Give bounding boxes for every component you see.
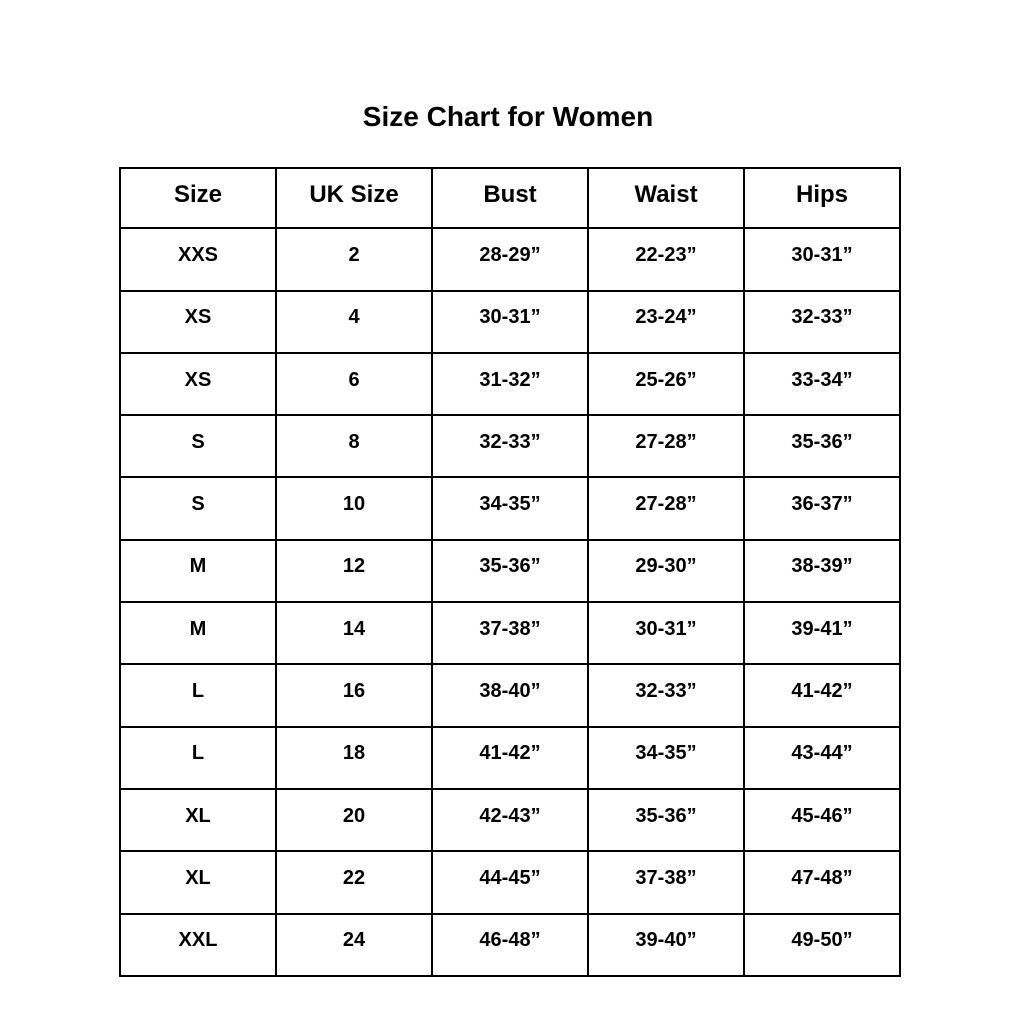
table-row: XS 6 31-32” 25-26” 33-34”	[119, 351, 901, 417]
table-row: M 12 35-36” 29-30” 38-39”	[119, 538, 901, 604]
table-cell: 14	[275, 601, 433, 666]
table-cell: 36-37”	[743, 476, 901, 541]
table-cell: 16	[275, 663, 433, 728]
table-cell: L	[119, 725, 277, 790]
table-cell: 47-48”	[743, 850, 901, 915]
column-header: Size	[119, 166, 277, 230]
table-cell: 31-32”	[431, 351, 589, 417]
table-cell: 27-28”	[587, 476, 745, 541]
table-row: XXS 2 28-29” 22-23” 30-31”	[119, 227, 901, 292]
table-row: L 16 38-40” 32-33” 41-42”	[119, 663, 901, 728]
table-cell: 38-40”	[431, 663, 589, 728]
table-cell: 42-43”	[431, 787, 589, 853]
table-cell: 23-24”	[587, 289, 745, 354]
table-cell: 25-26”	[587, 351, 745, 417]
table-cell: 44-45”	[431, 850, 589, 915]
table-cell: 41-42”	[743, 663, 901, 728]
column-header: Waist	[587, 166, 745, 230]
table-cell: 32-33”	[587, 663, 745, 728]
table-cell: 32-33”	[743, 289, 901, 354]
table-cell: 37-38”	[587, 850, 745, 915]
table-cell: 28-29”	[431, 227, 589, 292]
table-cell: 22-23”	[587, 227, 745, 292]
table-cell: 33-34”	[743, 351, 901, 417]
table-cell: 8	[275, 414, 433, 479]
table-cell: 35-36”	[743, 414, 901, 479]
table-row: XL 22 44-45” 37-38” 47-48”	[119, 850, 901, 915]
table-row: L 18 41-42” 34-35” 43-44”	[119, 725, 901, 790]
table-cell: 34-35”	[431, 476, 589, 541]
table-cell: 4	[275, 289, 433, 354]
table-cell: 34-35”	[587, 725, 745, 790]
table-cell: 35-36”	[587, 787, 745, 853]
table-cell: 30-31”	[743, 227, 901, 292]
table-cell: 22	[275, 850, 433, 915]
table-cell: 6	[275, 351, 433, 417]
size-chart-table: Size UK Size Bust Waist Hips XXS 2 28-29” 22-23…	[119, 166, 901, 977]
table-cell: 24	[275, 912, 433, 977]
table-row: XL 20 42-43” 35-36” 45-46”	[119, 787, 901, 853]
table-header-row: Size UK Size Bust Waist Hips	[119, 166, 901, 230]
table-cell: 18	[275, 725, 433, 790]
table-cell: 45-46”	[743, 787, 901, 853]
column-header: Bust	[431, 166, 589, 230]
table-cell: M	[119, 601, 277, 666]
table-cell: 30-31”	[431, 289, 589, 354]
page-title: Size Chart for Women	[362, 101, 654, 132]
table-cell: 39-40”	[587, 912, 745, 977]
table-row: M 14 37-38” 30-31” 39-41”	[119, 601, 901, 666]
table-cell: 39-41”	[743, 601, 901, 666]
table-cell: XS	[119, 289, 277, 354]
table-cell: 27-28”	[587, 414, 745, 479]
table-row: S 10 34-35” 27-28” 36-37”	[119, 476, 901, 541]
column-header: UK Size	[275, 166, 433, 230]
table-cell: 49-50”	[743, 912, 901, 977]
table-cell: 46-48”	[431, 912, 589, 977]
table-cell: L	[119, 663, 277, 728]
table-cell: XXS	[119, 227, 277, 292]
table-cell: 38-39”	[743, 538, 901, 604]
table-cell: XL	[119, 850, 277, 915]
table-cell: XS	[119, 351, 277, 417]
table-cell: XL	[119, 787, 277, 853]
table-cell: 41-42”	[431, 725, 589, 790]
table-cell: S	[119, 476, 277, 541]
table-cell: 35-36”	[431, 538, 589, 604]
table-cell: 43-44”	[743, 725, 901, 790]
table-cell: 30-31”	[587, 601, 745, 666]
table-row: XS 4 30-31” 23-24” 32-33”	[119, 289, 901, 354]
table-cell: XXL	[119, 912, 277, 977]
table-cell: 20	[275, 787, 433, 853]
column-header: Hips	[743, 166, 901, 230]
table-row: XXL 24 46-48” 39-40” 49-50”	[119, 912, 901, 977]
table-cell: 29-30”	[587, 538, 745, 604]
table-cell: 2	[275, 227, 433, 292]
table-cell: 32-33”	[431, 414, 589, 479]
table-cell: 10	[275, 476, 433, 541]
table-row: S 8 32-33” 27-28” 35-36”	[119, 414, 901, 479]
table-cell: S	[119, 414, 277, 479]
table-cell: 12	[275, 538, 433, 604]
table-cell: 37-38”	[431, 601, 589, 666]
table-cell: M	[119, 538, 277, 604]
